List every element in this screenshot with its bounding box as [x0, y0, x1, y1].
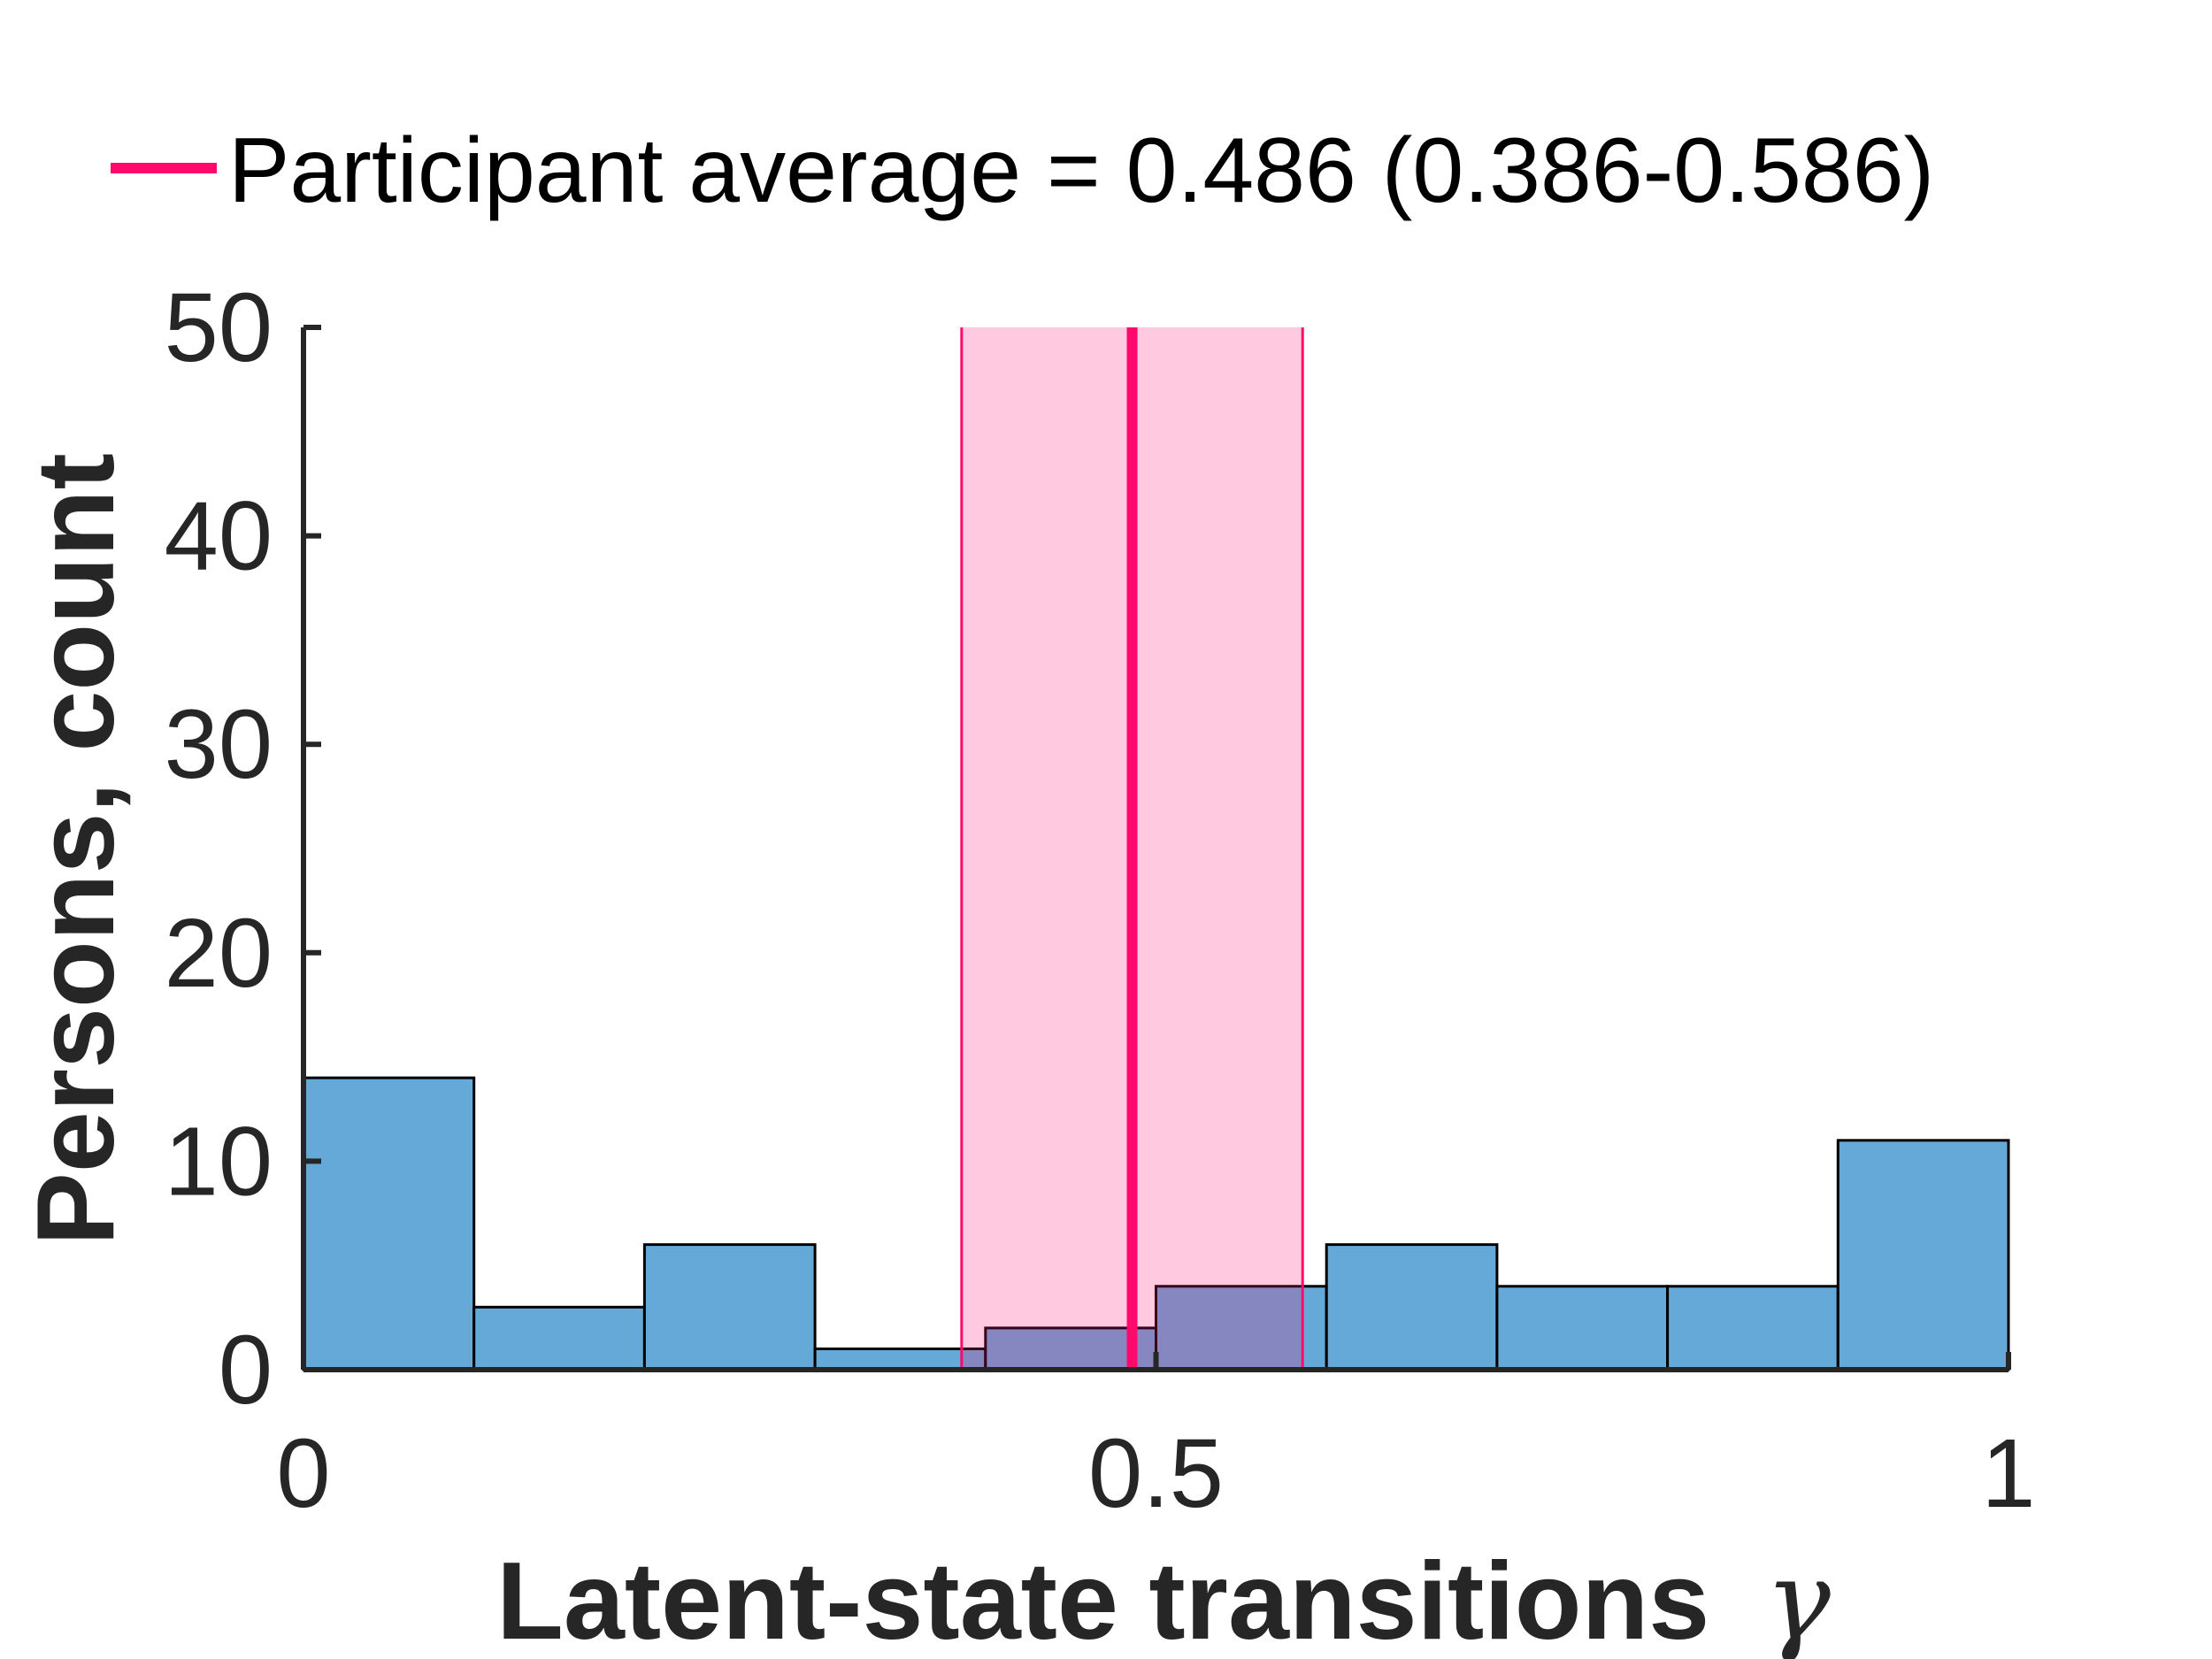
- histogram-bar-2: [472, 1305, 646, 1371]
- x-axis-label-symbol: γ: [1765, 1538, 1832, 1659]
- x-axis-label-text: Latent-state transitions: [496, 1540, 1709, 1659]
- legend: Participant average = 0.486 (0.386-0.586…: [111, 119, 1934, 222]
- y-tick-label-0: 0: [219, 1316, 273, 1425]
- confidence-band: [960, 327, 1304, 1370]
- histogram-bar-3: [642, 1243, 817, 1371]
- y-tick-label-40: 40: [165, 482, 273, 591]
- histogram-bar-1: [302, 1076, 476, 1371]
- x-axis-label: Latent-state transitions γ: [496, 1538, 1832, 1659]
- histogram-bars: [302, 1076, 2010, 1371]
- histogram-bar-8: [1495, 1285, 1670, 1371]
- y-tick-label-10: 10: [165, 1107, 273, 1216]
- histogram-bar-9: [1666, 1285, 1839, 1371]
- y-tick-label-20: 20: [165, 899, 273, 1008]
- legend-label: Participant average = 0.486 (0.386-0.586…: [228, 119, 1934, 222]
- histogram-bar-7: [1325, 1243, 1499, 1371]
- axes: 0 10 20 30 40 50 0 0.5 1: [165, 273, 2036, 1528]
- y-tick-label-30: 30: [165, 690, 273, 799]
- x-tick-label-0.5: 0.5: [1088, 1419, 1224, 1528]
- histogram-bar-4: [813, 1347, 987, 1371]
- y-tick-label-50: 50: [165, 273, 273, 382]
- x-tick-label-1: 1: [1981, 1419, 2035, 1528]
- x-tick-label-0: 0: [276, 1419, 330, 1528]
- histogram-bar-10: [1836, 1139, 2010, 1371]
- y-axis-label: Persons, count: [15, 453, 137, 1246]
